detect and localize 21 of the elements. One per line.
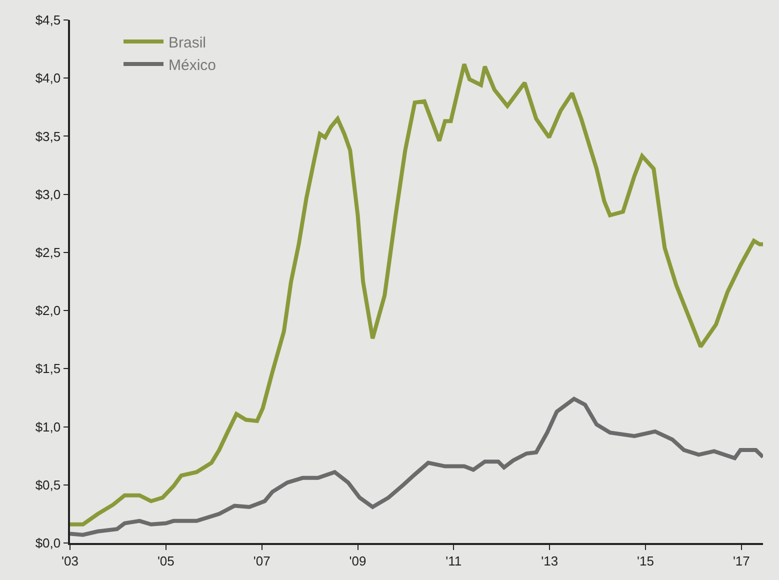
legend-label: Brasil <box>168 34 206 52</box>
x-tick-label: '13 <box>541 553 558 568</box>
line-series <box>70 396 763 537</box>
y-tick-label: $3,5 <box>35 128 61 144</box>
y-tick-label: $3,0 <box>35 186 61 202</box>
y-tick-label: $0,0 <box>35 536 61 551</box>
y-tick-label: $1,0 <box>35 419 61 434</box>
x-tick-label: '05 <box>157 553 174 568</box>
y-tick-label: $2,0 <box>35 303 61 318</box>
legend-label: México <box>168 56 216 74</box>
x-tick-label: '09 <box>349 553 366 568</box>
y-tick-label: $1,5 <box>35 361 61 376</box>
x-tick-label: '17 <box>732 553 750 568</box>
y-tick-label: $0,5 <box>35 477 61 492</box>
x-tick-label: '15 <box>637 553 654 568</box>
y-tick-label: $4,5 <box>35 12 61 28</box>
y-tick-label: $4,0 <box>35 70 61 86</box>
x-tick-label: '11 <box>446 553 462 568</box>
y-tick-label: $2,5 <box>35 244 61 260</box>
x-tick-label: '03 <box>62 553 78 568</box>
x-tick-label: '07 <box>253 553 270 568</box>
